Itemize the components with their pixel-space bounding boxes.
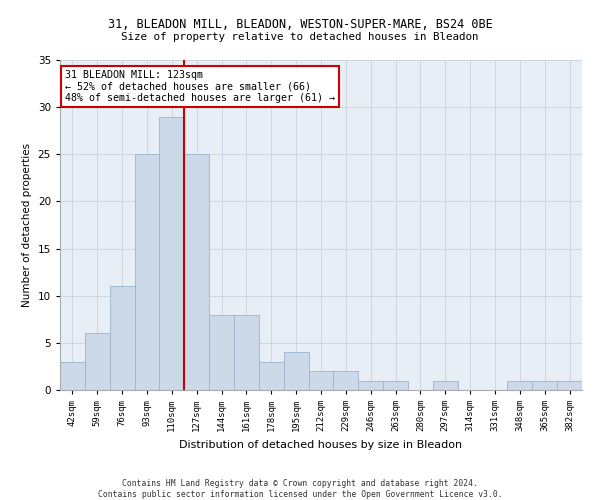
Text: 31 BLEADON MILL: 123sqm
← 52% of detached houses are smaller (66)
48% of semi-de: 31 BLEADON MILL: 123sqm ← 52% of detache… <box>65 70 335 103</box>
Bar <box>284 352 308 390</box>
Bar <box>184 154 209 390</box>
Bar <box>383 380 408 390</box>
Bar <box>60 362 85 390</box>
Bar <box>259 362 284 390</box>
Bar <box>358 380 383 390</box>
Y-axis label: Number of detached properties: Number of detached properties <box>22 143 32 307</box>
Bar <box>308 371 334 390</box>
Bar <box>508 380 532 390</box>
Bar <box>557 380 582 390</box>
Bar <box>209 314 234 390</box>
Text: 31, BLEADON MILL, BLEADON, WESTON-SUPER-MARE, BS24 0BE: 31, BLEADON MILL, BLEADON, WESTON-SUPER-… <box>107 18 493 30</box>
Text: Size of property relative to detached houses in Bleadon: Size of property relative to detached ho… <box>121 32 479 42</box>
Bar <box>134 154 160 390</box>
Bar <box>85 334 110 390</box>
Bar <box>110 286 134 390</box>
Text: Contains public sector information licensed under the Open Government Licence v3: Contains public sector information licen… <box>98 490 502 499</box>
Bar <box>160 116 184 390</box>
Bar <box>532 380 557 390</box>
Text: Contains HM Land Registry data © Crown copyright and database right 2024.: Contains HM Land Registry data © Crown c… <box>122 478 478 488</box>
X-axis label: Distribution of detached houses by size in Bleadon: Distribution of detached houses by size … <box>179 440 463 450</box>
Bar <box>234 314 259 390</box>
Bar <box>433 380 458 390</box>
Bar <box>334 371 358 390</box>
